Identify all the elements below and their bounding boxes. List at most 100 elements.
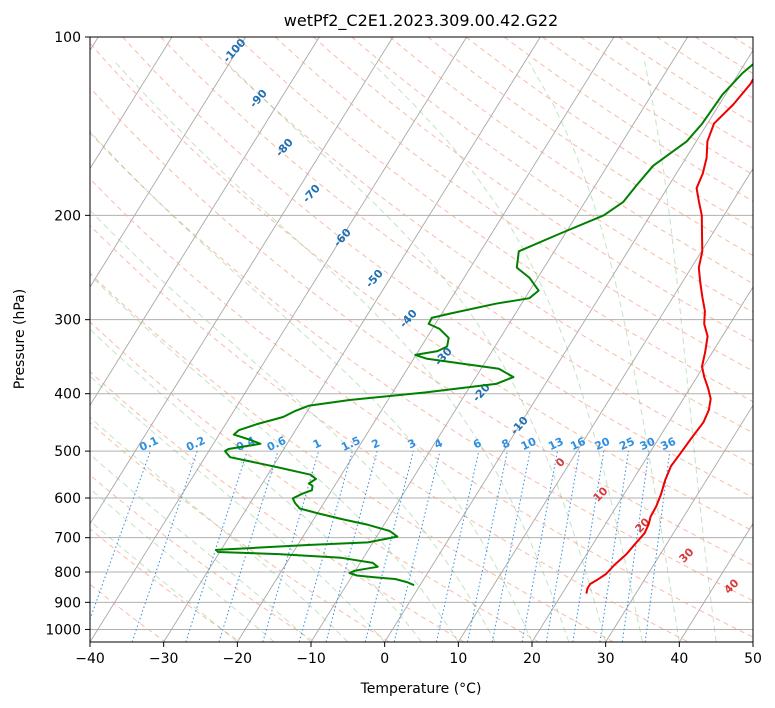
isotherm-line	[605, 404, 753, 642]
y-tick-label: 100	[54, 30, 81, 46]
moist-adiabat-line	[90, 130, 533, 642]
isotherm-line	[310, 37, 688, 642]
moist-adiabat-label: 0	[553, 455, 568, 470]
dry-adiabat-label: -10	[508, 414, 531, 438]
mixing-ratio-line	[185, 450, 248, 642]
mixing-ratio-line	[621, 451, 650, 642]
dry-adiabat-line	[90, 178, 753, 638]
moist-adiabat-line	[90, 453, 312, 642]
mixing-ratio-label: 30	[638, 435, 658, 453]
x-axis: −40 −30 −20 −10 0 10 20 30 40 50	[75, 642, 762, 667]
dry-adiabat-line	[389, 37, 753, 285]
dry-adiabat-line	[313, 37, 753, 342]
dry-adiabat-line	[90, 370, 465, 642]
dry-adiabat-label: -70	[300, 182, 323, 206]
x-tick-label: −10	[296, 651, 326, 667]
moist-adiabat-line	[370, 61, 643, 642]
dry-adiabat-line	[198, 37, 753, 434]
isotherm-line	[678, 522, 753, 642]
dry-adiabat-label: -80	[273, 136, 296, 160]
dry-adiabat-line	[274, 37, 753, 372]
dry-adiabat-line	[542, 37, 753, 176]
dry-adiabat-line	[427, 37, 753, 257]
mixing-ratio-line	[435, 450, 480, 642]
mixing-ratio-line	[521, 451, 558, 642]
mixing-ratio-line	[218, 450, 279, 642]
mixing-ratio-label: 13	[546, 435, 565, 453]
dry-adiabat-line	[90, 132, 753, 602]
isotherm-line	[384, 49, 753, 642]
mixing-ratio-line	[90, 450, 151, 621]
mixing-ratio-line	[325, 450, 378, 642]
dry-adiabat-line	[236, 37, 753, 403]
mixing-ratio-label: 1	[311, 436, 323, 451]
x-tick-label: −30	[149, 651, 179, 667]
background-lines	[90, 37, 753, 642]
mixing-ratio-label: 25	[617, 435, 636, 453]
mixing-ratio-line	[393, 450, 441, 642]
y-axis-label: Pressure (hPa)	[12, 289, 28, 389]
mixing-ratio-label: 16	[568, 435, 588, 453]
isotherm-line	[752, 641, 753, 642]
moist-adiabat-line	[644, 61, 717, 642]
moist-adiabat-line	[114, 61, 570, 642]
dry-adiabat-label: -90	[247, 87, 270, 111]
mixing-ratio-line	[644, 451, 671, 642]
x-tick-label: 50	[744, 651, 762, 667]
moist-adiabat-line	[90, 375, 386, 642]
dry-adiabat-line	[504, 37, 753, 202]
mixing-ratio-line	[262, 450, 320, 642]
isotherm-line	[531, 286, 753, 642]
isotherm-line	[236, 37, 615, 642]
moist-adiabat-line	[90, 520, 238, 642]
moist-adiabat-label: 40	[722, 576, 742, 596]
temperature-profile-line	[585, 77, 753, 594]
isotherm-line	[90, 37, 246, 288]
mixing-ratio-line	[545, 451, 581, 642]
dewpoint-profile-line	[214, 62, 753, 587]
y-tick-label: 400	[54, 387, 81, 403]
y-tick-label: 1000	[45, 622, 81, 638]
x-tick-label: 30	[597, 651, 615, 667]
isotherm-line	[90, 37, 467, 642]
dry-adiabat-line	[656, 37, 753, 99]
y-tick-label: 700	[54, 531, 81, 547]
mixing-ratio-line	[131, 450, 198, 642]
x-tick-label: 20	[523, 651, 541, 667]
mixing-ratio-line	[467, 451, 508, 642]
mixing-ratio-line	[572, 451, 605, 642]
isotherm-line	[90, 37, 394, 525]
x-tick-label: 40	[670, 651, 688, 667]
chart-title: wetPf2_C2E1.2023.309.00.42.G22	[284, 11, 558, 31]
y-tick-label: 200	[54, 208, 81, 224]
y-tick-label: 900	[54, 595, 81, 611]
dry-adiabat-line	[90, 272, 614, 642]
mixing-ratio-line	[364, 450, 414, 642]
mixing-ratio-line	[491, 451, 531, 642]
dry-adiabat-label: -100	[220, 36, 248, 65]
dry-adiabat-line	[90, 86, 753, 566]
y-tick-label: 800	[54, 565, 81, 581]
y-axis: 100 200 300 400 500 600 700 800 900 1000	[45, 30, 90, 638]
mixing-ratio-label: 20	[593, 435, 613, 453]
x-tick-label: 0	[380, 651, 389, 667]
mixing-ratio-label: 2	[369, 436, 381, 451]
profiles	[214, 62, 753, 594]
dry-adiabat-line	[465, 37, 753, 229]
dry-adiabat-line	[90, 42, 753, 532]
x-tick-label: 10	[449, 651, 467, 667]
isotherm-line	[457, 167, 753, 642]
y-tick-label: 500	[54, 444, 81, 460]
dry-adiabat-label: -40	[397, 307, 420, 331]
moist-adiabat-line	[528, 61, 680, 642]
x-axis-label: Temperature (°C)	[360, 681, 482, 697]
moist-adiabat-line	[90, 416, 349, 642]
dry-adiabat-line	[160, 37, 753, 466]
dry-adiabat-line	[122, 37, 753, 499]
dry-adiabat-line	[90, 224, 689, 642]
isotherm-line	[90, 37, 173, 170]
dry-adiabat-line	[580, 37, 753, 150]
dry-adiabat-line	[90, 474, 315, 642]
moist-adiabat-line	[90, 209, 496, 642]
